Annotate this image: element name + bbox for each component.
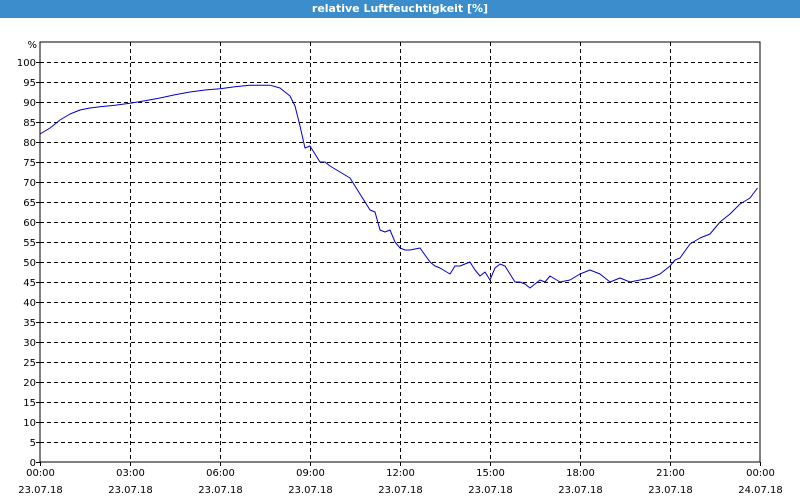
y-tick-label: 15 [23, 398, 36, 409]
series-layer [39, 84, 758, 289]
y-tick-label: 95 [23, 78, 36, 89]
y-axis-unit-label: % [27, 40, 37, 51]
x-tick-time-label: 09:00 [296, 468, 325, 479]
x-tick-date-label: 23.07.18 [558, 485, 603, 496]
y-tick-label: 30 [23, 338, 36, 349]
x-tick-date-label: 23.07.18 [378, 485, 423, 496]
y-tick-label: 40 [23, 298, 36, 309]
humidity-chart: 0 5 10 15 20 25 30 35 40 45 50 55 60 65 70 75 80 85 90 95 10… [0, 18, 800, 500]
y-tick-label: 80 [23, 138, 36, 149]
x-tick-date-label: 23.07.18 [18, 485, 63, 496]
y-tick-label: 45 [23, 278, 36, 289]
y-tick-label: 90 [23, 98, 36, 109]
plot-frame [39, 41, 761, 463]
x-tick-date-label: 23.07.18 [288, 485, 333, 496]
x-tick-date-label: 23.07.18 [108, 485, 153, 496]
x-axis-ticks: 00:00 23.07.18 03:00 23.07.18 06:00 23.07.18 0… [18, 462, 783, 496]
y-tick-label: 75 [23, 158, 36, 169]
grid-lines [40, 42, 760, 462]
x-tick-date-label: 23.07.18 [468, 485, 513, 496]
x-tick-date-label: 23.07.18 [648, 485, 693, 496]
x-tick-time-label: 00:00 [26, 468, 55, 479]
humidity-series-line [39, 84, 758, 289]
y-tick-label: 65 [23, 198, 36, 209]
x-tick-time-label: 18:00 [566, 468, 595, 479]
y-tick-label: 55 [23, 238, 36, 249]
y-tick-label: 60 [23, 218, 36, 229]
x-tick-time-label: 03:00 [116, 468, 145, 479]
y-tick-label: 0 [30, 458, 36, 469]
y-tick-label: 5 [30, 438, 36, 449]
y-tick-label: 20 [23, 378, 36, 389]
y-tick-label: 10 [23, 418, 36, 429]
x-tick-time-label: 15:00 [476, 468, 505, 479]
y-tick-label: 25 [23, 358, 36, 369]
x-tick-time-label: 21:00 [656, 468, 685, 479]
y-axis-ticks: 0 5 10 15 20 25 30 35 40 45 50 55 60 65 70 75 80 85 90 95 10… [17, 58, 40, 469]
x-tick-date-label: 23.07.18 [198, 485, 243, 496]
y-tick-label: 70 [23, 178, 36, 189]
x-tick-time-label: 06:00 [206, 468, 235, 479]
y-tick-label: 35 [23, 318, 36, 329]
y-tick-label: 50 [23, 258, 36, 269]
y-tick-label: 100 [17, 58, 36, 69]
x-tick-time-label: 12:00 [386, 468, 415, 479]
x-tick-time-label: 00:00 [746, 468, 775, 479]
window-title: relative Luftfeuchtigkeit [%] [0, 0, 800, 18]
y-tick-label: 85 [23, 118, 36, 129]
x-tick-date-label: 24.07.18 [738, 485, 783, 496]
